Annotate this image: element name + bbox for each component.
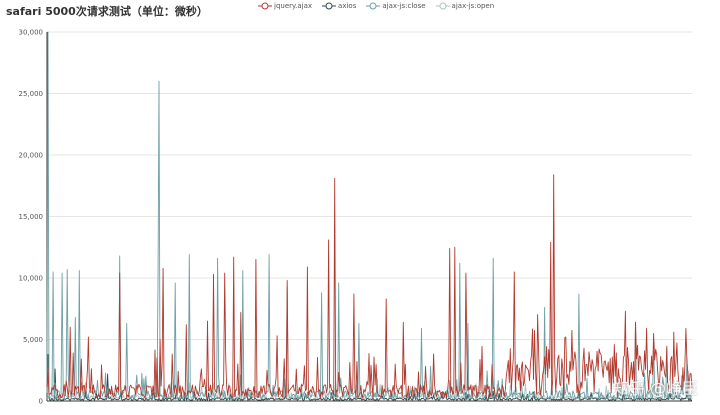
legend-label: ajax-js:close	[382, 2, 426, 10]
series-layer	[46, 31, 693, 401]
legend-marker-icon	[366, 2, 381, 10]
series-line-axios	[46, 353, 693, 401]
y-tick-label: 10,000	[19, 275, 44, 283]
legend-item-axios[interactable]: axios	[322, 1, 356, 11]
legend-marker-icon	[435, 2, 450, 10]
series-line-jquery-ajax	[46, 174, 693, 399]
legend-label: jquery.ajax	[274, 2, 313, 10]
grid-lines	[47, 31, 692, 402]
y-tick-label: 30,000	[19, 29, 44, 37]
y-tick-label: 15,000	[19, 213, 44, 221]
legend-marker-icon	[258, 2, 272, 10]
y-tick-label: 0	[39, 398, 43, 406]
legend-marker-icon	[322, 2, 337, 10]
y-axis: 0 5,000 10,000 15,000 20,000 25,000 30,000	[19, 29, 48, 406]
y-tick-label: 20,000	[19, 152, 44, 160]
y-tick-label: 5,000	[23, 336, 43, 344]
legend-item-jquery-ajax[interactable]: jquery.ajax	[258, 1, 312, 11]
chart-title: safari 5000次请求测试（单位：微秒）	[6, 5, 208, 18]
legend-label: ajax-js:open	[451, 2, 495, 10]
legend: jquery.ajax axios ajax-js:close ajax-js:…	[258, 1, 494, 11]
series-line-ajax-js-close	[46, 31, 693, 400]
legend-item-ajax-js-open[interactable]: ajax-js:open	[435, 1, 495, 11]
y-tick-label: 25,000	[19, 90, 44, 98]
legend-label: axios	[338, 2, 357, 10]
watermark: 知乎 @峥臣	[612, 379, 698, 398]
legend-item-ajax-js-close[interactable]: ajax-js:close	[366, 1, 426, 11]
